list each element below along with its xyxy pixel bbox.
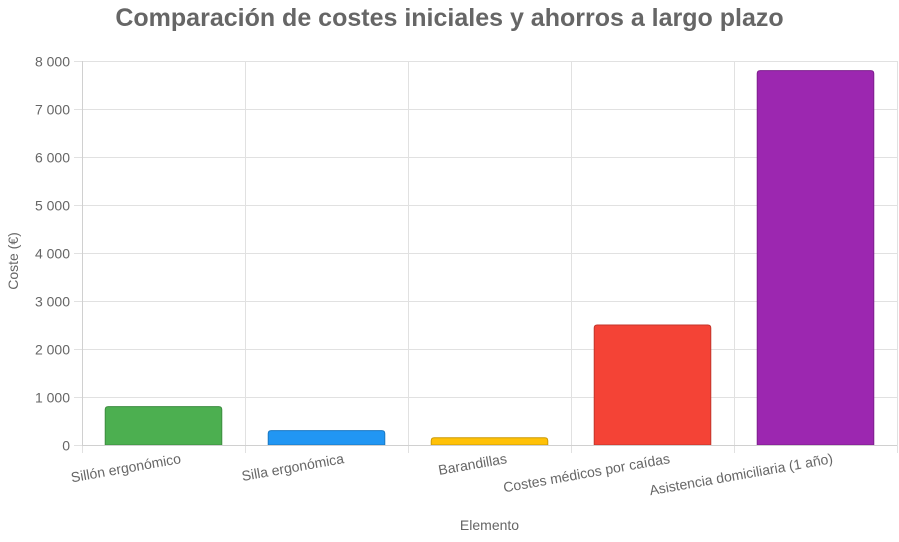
bar[interactable] bbox=[104, 406, 223, 446]
x-tick-label: Costes médicos por caídas bbox=[502, 450, 671, 495]
y-tick-label: 7 000 bbox=[35, 102, 70, 118]
y-axis-title: Coste (€) bbox=[5, 232, 21, 290]
x-axis-title: Elemento bbox=[460, 517, 519, 533]
label-layer: 0 1 000 2 000 3 000 4 000 5 000 6 000 7 000 8 00… bbox=[5, 54, 834, 534]
x-tick-label: Asistencia domiciliaria (1 año) bbox=[648, 450, 834, 498]
y-tick-label: 2 000 bbox=[35, 342, 70, 358]
x-tick-label: Sillón ergonómico bbox=[70, 450, 183, 485]
y-tick-label: 6 000 bbox=[35, 150, 70, 166]
x-tick-label: Barandillas bbox=[437, 450, 508, 478]
y-tick-label: 5 000 bbox=[35, 198, 70, 214]
axis-layer bbox=[82, 61, 897, 446]
y-tick-label: 3 000 bbox=[35, 294, 70, 310]
bar[interactable] bbox=[267, 430, 386, 446]
bar[interactable] bbox=[593, 324, 712, 446]
bar[interactable] bbox=[756, 70, 875, 446]
y-tick-label: 8 000 bbox=[35, 54, 70, 70]
y-tick-label: 4 000 bbox=[35, 246, 70, 262]
chart-title: Comparación de costes iniciales y ahorro… bbox=[115, 4, 784, 32]
bar[interactable] bbox=[430, 437, 549, 446]
y-tick-label: 0 bbox=[62, 438, 70, 454]
bar-layer bbox=[104, 70, 875, 446]
x-tick-label: Silla ergonómica bbox=[240, 450, 345, 484]
y-tick-label: 1 000 bbox=[35, 390, 70, 406]
